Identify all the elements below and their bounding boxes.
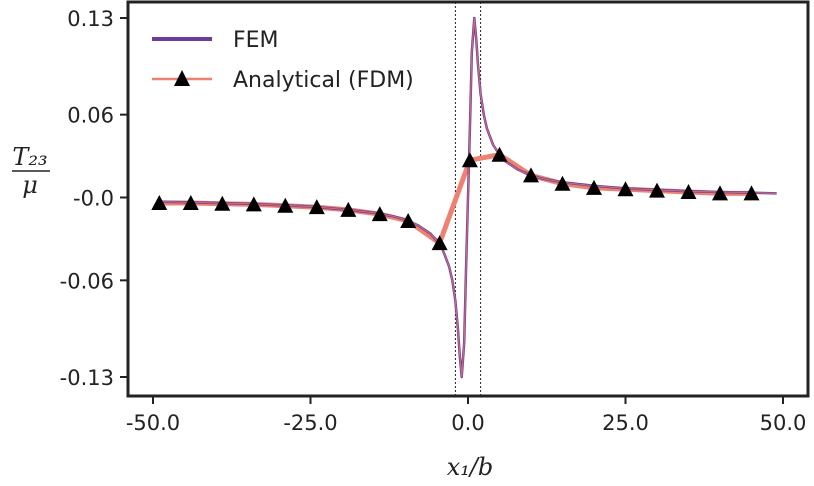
y-tick-label: -0.13	[60, 366, 114, 390]
legend-analytical-label: Analytical (FDM)	[233, 68, 414, 93]
analytical-marker	[214, 195, 231, 211]
x-tick-label: 25.0	[602, 411, 649, 435]
x-tick-label: -25.0	[283, 411, 337, 435]
analytical-marker	[151, 195, 168, 211]
analytical-marker	[617, 181, 634, 197]
y-tick-label: -0.0	[73, 187, 114, 211]
y-axis-ticks: 0.13 0.06 -0.0 -0.06 -0.13	[60, 7, 128, 390]
legend-fem-label: FEM	[233, 28, 279, 53]
analytical-marker	[743, 185, 760, 201]
analytical-marker	[649, 182, 665, 198]
analytical-marker	[277, 197, 294, 213]
y-axis-label-denominator: μ	[22, 171, 38, 199]
analytical-marker	[680, 183, 697, 199]
analytical-marker	[308, 199, 325, 215]
analytical-marker	[245, 196, 262, 212]
y-tick-label: 0.06	[67, 104, 114, 128]
analytical-marker	[554, 175, 571, 191]
analytical-marker	[400, 212, 417, 228]
x-axis-label: x₁/b	[447, 453, 494, 481]
series-layer	[151, 16, 777, 379]
legend-analytical-marker	[174, 70, 190, 86]
x-axis-ticks: -50.0 -25.0 0.0 25.0 50.0	[126, 396, 807, 435]
x-tick-label: 50.0	[760, 411, 807, 435]
analytical-marker	[712, 185, 728, 201]
analytical-marker	[431, 235, 448, 251]
y-tick-label: -0.06	[60, 269, 114, 293]
analytical-marker	[586, 179, 602, 195]
analytical-marker	[491, 146, 508, 162]
y-axis-label-numerator: T₂₃	[12, 143, 47, 171]
analytical-marker	[182, 195, 199, 211]
x-tick-label: 0.0	[451, 411, 484, 435]
x-tick-label: -50.0	[126, 411, 180, 435]
analytical-marker	[523, 167, 539, 183]
analytical-marker	[461, 152, 478, 168]
y-axis-label: T₂₃ μ	[12, 143, 50, 199]
y-tick-label: 0.13	[67, 7, 114, 31]
analytical-marker	[340, 201, 357, 217]
analytical-marker	[371, 206, 388, 222]
legend: FEM Analytical (FDM)	[152, 28, 414, 93]
